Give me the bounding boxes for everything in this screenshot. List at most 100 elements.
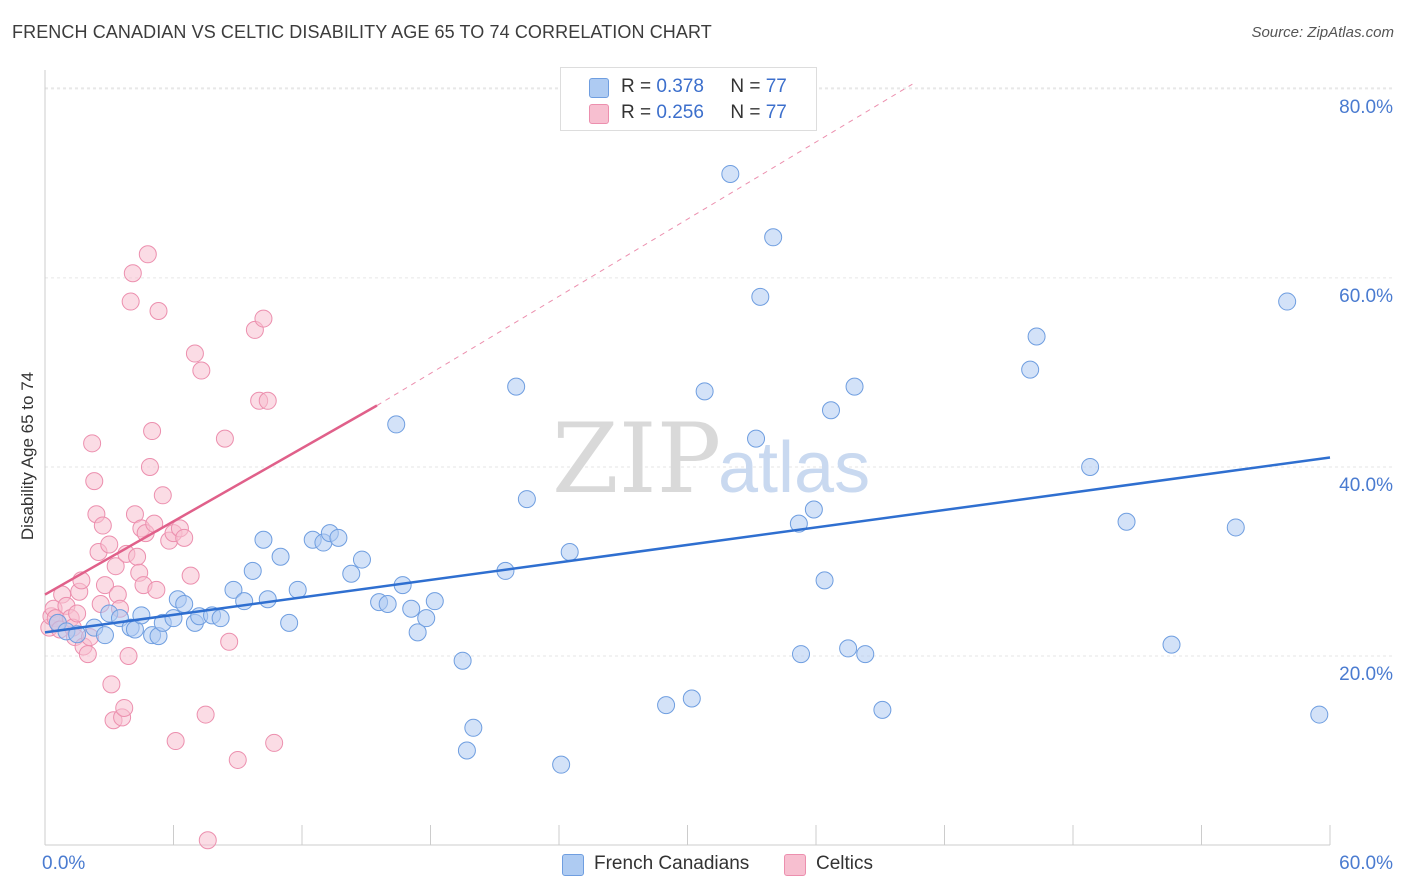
x-tick-label: 60.0%: [1339, 853, 1393, 874]
french-canadians-point: [68, 625, 87, 644]
french-canadians-point: [517, 490, 536, 509]
french-canadians-point: [457, 741, 476, 760]
y-tick-label: 60.0%: [1339, 286, 1393, 307]
celtics-point: [83, 434, 102, 453]
french-canadians-point: [682, 689, 701, 708]
tick-labels: 20.0% 40.0% 60.0% 80.0% 0.0% 60.0%: [42, 97, 1393, 874]
celtics-point: [121, 292, 140, 311]
french-canadians-point: [387, 415, 406, 434]
celtics-point: [185, 344, 204, 363]
legend-r-value: 0.256: [656, 102, 704, 123]
legend-label: Celtics: [816, 853, 874, 874]
french-canadians-point: [560, 543, 579, 562]
french-canadians-point: [1278, 292, 1297, 311]
french-canadians-point: [856, 645, 875, 664]
french-canadians-point: [464, 718, 483, 737]
legend-swatch-pink: [784, 854, 806, 876]
french-canadians-point: [695, 382, 714, 401]
french-canadians-point: [408, 623, 427, 642]
french-canadians-point: [1117, 512, 1136, 531]
french-canadians-point: [1021, 360, 1040, 379]
french-canadians-points: [48, 164, 1329, 774]
celtics-point: [258, 391, 277, 410]
celtics-point: [198, 831, 217, 850]
celtics-point: [100, 535, 119, 554]
celtics-point: [215, 429, 234, 448]
french-canadians-point: [425, 592, 444, 611]
watermark-atlas: atlas: [718, 428, 870, 508]
legend-swatch-pink: [589, 104, 609, 124]
french-canadians-point: [271, 547, 290, 566]
french-canadians-point: [764, 228, 783, 247]
french-canadians-point: [175, 594, 194, 613]
french-canadians-point: [164, 609, 183, 628]
french-canadians-point: [95, 626, 114, 645]
legend-swatch-blue: [589, 78, 609, 98]
trend-lines: [44, 83, 1331, 634]
legend-n-label: N =: [730, 102, 761, 123]
french-canadians-point: [254, 530, 273, 549]
celtics-point: [119, 646, 138, 665]
french-canadians-point: [792, 645, 811, 664]
axes: [44, 70, 1331, 846]
french-canadians-point: [845, 377, 864, 396]
celtics-point: [106, 557, 125, 576]
french-canadians-point: [453, 651, 472, 670]
x-tick-label: 0.0%: [42, 853, 85, 874]
french-canadians-point: [352, 550, 371, 569]
french-canadians-point: [342, 564, 361, 583]
french-canadians-point: [224, 580, 243, 599]
legend-r-label: R =: [621, 102, 652, 123]
french-canadians-point: [815, 571, 834, 590]
legend-n-value: 77: [765, 76, 787, 97]
french-canadians-trend-line: [44, 456, 1331, 634]
french-canadians-point: [288, 580, 307, 599]
correlation-legend: R = 0.378 N = 77 R = 0.256 N = 77: [560, 67, 817, 131]
french-canadians-point: [378, 594, 397, 613]
celtics-point: [265, 733, 284, 752]
y-tick-label: 40.0%: [1339, 475, 1393, 496]
celtics-points: [40, 245, 284, 850]
french-canadians-point: [873, 700, 892, 719]
legend-r-value: 0.378: [656, 76, 704, 97]
french-canadians-point: [211, 609, 230, 628]
french-canadians-point: [552, 755, 571, 774]
french-canadians-point: [417, 609, 436, 628]
celtics-point: [254, 309, 273, 328]
celtics-point: [166, 732, 185, 751]
legend-n-label: N =: [730, 76, 761, 97]
series-legend: French Canadians Celtics: [0, 851, 1406, 877]
celtics-point: [153, 486, 172, 505]
legend-swatch-blue: [562, 854, 584, 876]
french-canadians-point: [657, 696, 676, 715]
celtics-trend-line: [44, 404, 378, 596]
y-tick-label: 80.0%: [1339, 97, 1393, 118]
celtics-point: [220, 632, 239, 651]
french-canadians-point: [751, 287, 770, 306]
celtics-point: [140, 457, 159, 476]
french-canadians-point: [1162, 635, 1181, 654]
celtics-point: [128, 547, 147, 566]
celtics-point: [102, 675, 121, 694]
celtics-point: [143, 422, 162, 441]
watermark-zip: ZIP: [552, 403, 721, 515]
french-canadians-point: [402, 599, 421, 618]
french-canadians-point: [821, 401, 840, 420]
celtics-point: [95, 576, 114, 595]
french-canadians-point: [1310, 705, 1329, 724]
french-canadians-point: [839, 639, 858, 658]
french-canadians-point: [243, 561, 262, 580]
legend-n-value: 77: [765, 102, 787, 123]
french-canadians-point: [1226, 518, 1245, 537]
french-canadians-point: [721, 164, 740, 183]
source-label: Source: ZipAtlas.com: [1251, 24, 1394, 41]
celtics-point: [68, 604, 87, 623]
french-canadians-point: [1081, 457, 1100, 476]
celtics-point: [175, 528, 194, 547]
french-canadians-point: [507, 377, 526, 396]
celtics-trend-extension: [376, 83, 913, 406]
celtics-point: [78, 645, 97, 664]
french-canadians-point: [329, 528, 348, 547]
y-tick-label: 20.0%: [1339, 664, 1393, 685]
